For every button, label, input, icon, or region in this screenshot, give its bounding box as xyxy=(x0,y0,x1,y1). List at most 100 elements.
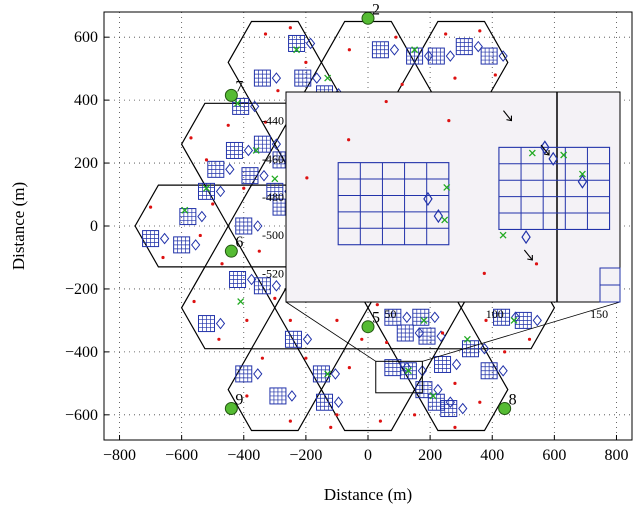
inset-x-mark xyxy=(443,183,451,191)
green-x-mark xyxy=(237,298,245,305)
building-block xyxy=(493,308,521,326)
inset-user-point xyxy=(347,138,351,142)
inset-x-tick-label: 150 xyxy=(590,307,608,321)
diamond-marker xyxy=(458,402,468,415)
diamond-marker xyxy=(271,279,282,292)
user-point xyxy=(220,262,224,266)
diamond-marker xyxy=(250,100,260,113)
diamond-marker xyxy=(498,50,508,62)
x-stroke xyxy=(252,147,260,154)
building-block xyxy=(480,362,508,380)
user-point xyxy=(161,255,165,260)
inset-x-mark xyxy=(441,216,449,224)
base-station-marker xyxy=(224,244,238,258)
green-x-mark xyxy=(411,46,419,54)
x-tick-label: 400 xyxy=(480,447,504,464)
y-tick-label: −200 xyxy=(65,281,98,298)
diamond-marker xyxy=(225,163,235,176)
base-station-label: 6 xyxy=(235,234,243,251)
user-point xyxy=(440,331,445,335)
user-point xyxy=(335,413,339,417)
user-point xyxy=(245,318,249,323)
user-point xyxy=(257,249,261,253)
base-station: 8 xyxy=(498,392,517,416)
building-block xyxy=(412,308,440,326)
inset-arrow xyxy=(503,110,513,122)
building-block xyxy=(253,135,282,153)
building-block xyxy=(418,327,446,345)
arrow-shaft xyxy=(540,144,550,156)
user-point xyxy=(335,318,339,323)
building-block xyxy=(229,271,257,288)
building-block xyxy=(455,38,483,56)
building-block xyxy=(197,315,226,333)
diamond-marker xyxy=(243,144,254,157)
arrow-head xyxy=(506,115,513,122)
user-point xyxy=(242,186,246,190)
user-point xyxy=(288,26,292,30)
x-stroke xyxy=(293,46,301,54)
y-tick-label: 200 xyxy=(74,155,98,172)
user-point xyxy=(148,205,153,209)
diamond-marker xyxy=(436,330,446,342)
inset-y-tick-label: -480 xyxy=(262,190,284,204)
user-point xyxy=(360,337,364,341)
inset-arrow xyxy=(523,249,533,261)
x-stroke xyxy=(271,175,279,183)
building-block xyxy=(142,230,170,248)
building-block xyxy=(371,41,400,59)
green-x-marks xyxy=(181,46,518,400)
building-block xyxy=(207,160,235,178)
diamond-marker xyxy=(215,317,226,330)
base-station-label: 8 xyxy=(509,392,517,409)
user-point xyxy=(453,425,457,430)
x-stroke xyxy=(578,170,586,178)
diamond-marker xyxy=(159,232,170,245)
inset-diamond xyxy=(521,230,531,245)
base-station-label: 9 xyxy=(235,392,243,409)
user-point xyxy=(444,32,448,36)
base-station-marker xyxy=(498,402,512,416)
base-station: 7 xyxy=(224,78,243,102)
arrow-head xyxy=(543,150,550,156)
building-block xyxy=(294,69,322,87)
building-block xyxy=(253,69,282,87)
base-station-marker xyxy=(361,320,375,334)
building-blocks xyxy=(142,34,542,418)
x-tick-label: 0 xyxy=(364,447,372,464)
diamond-marker xyxy=(402,311,412,324)
diamond-marker xyxy=(430,311,440,324)
inset-y-tick-label: -500 xyxy=(262,228,284,242)
user-point xyxy=(347,48,351,52)
user-point xyxy=(226,123,230,127)
user-point xyxy=(503,350,507,354)
hex-cell xyxy=(227,348,323,432)
user-point xyxy=(394,35,398,39)
green-x-mark xyxy=(429,392,437,400)
inset-x-mark xyxy=(578,170,586,178)
building-block xyxy=(288,34,316,52)
building-block xyxy=(284,330,313,348)
green-x-mark xyxy=(404,367,412,375)
user-point xyxy=(192,299,196,304)
y-tick-label: 0 xyxy=(90,218,98,235)
inset-x-mark xyxy=(560,151,568,159)
diamond-marker xyxy=(451,358,462,371)
building-block xyxy=(232,97,260,115)
building-block xyxy=(312,365,341,383)
user-point xyxy=(304,60,308,64)
green-x-mark xyxy=(324,74,332,82)
x-stroke xyxy=(420,316,428,324)
user-point xyxy=(263,32,268,36)
y-tick-label: 400 xyxy=(74,92,98,109)
user-point xyxy=(198,233,202,238)
x-stroke xyxy=(404,367,412,375)
x-stroke xyxy=(528,149,536,157)
user-point xyxy=(263,120,268,124)
user-point xyxy=(453,76,457,80)
green-x-mark xyxy=(252,147,260,154)
base-station-label: 5 xyxy=(372,310,380,327)
diamond-marker xyxy=(302,333,313,346)
inset-building-block xyxy=(337,162,450,246)
